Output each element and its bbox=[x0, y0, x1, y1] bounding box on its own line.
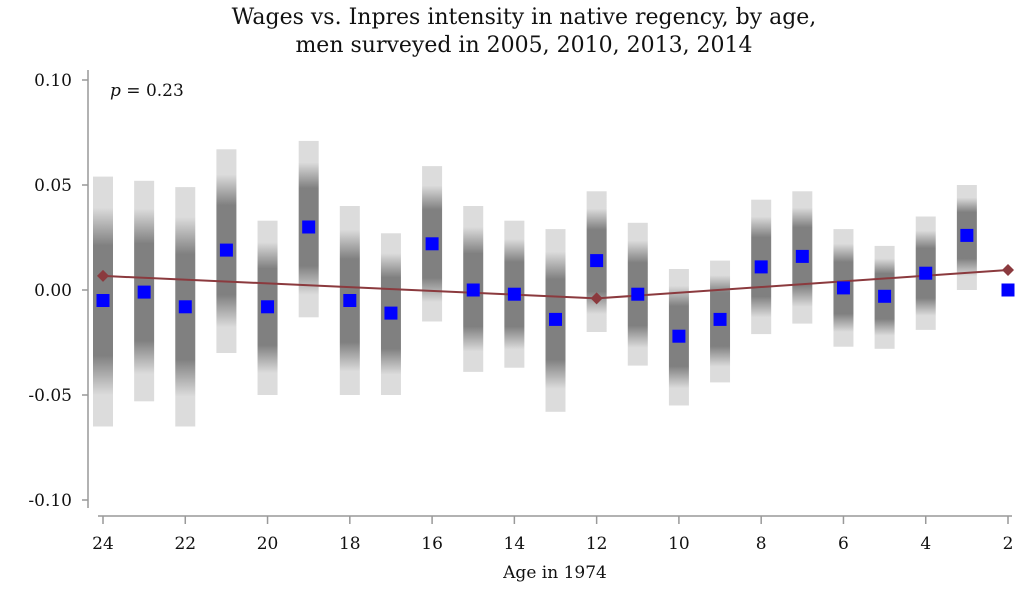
fit-knot-diamond bbox=[1002, 264, 1014, 277]
x-tick-label: 14 bbox=[504, 534, 526, 554]
estimate-point bbox=[549, 312, 562, 326]
estimate-point bbox=[713, 312, 727, 326]
p-value-annotation: p = 0.23 bbox=[110, 81, 184, 101]
x-tick-label: 2 bbox=[1003, 534, 1014, 554]
x-tick-label: 24 bbox=[92, 534, 114, 554]
x-axis-label: Age in 1974 bbox=[502, 563, 607, 583]
x-tick-label: 12 bbox=[586, 534, 608, 554]
x-tick-label: 18 bbox=[339, 534, 361, 554]
estimate-point bbox=[754, 260, 768, 274]
points bbox=[96, 220, 1015, 343]
estimate-point bbox=[631, 287, 645, 301]
x-tick-label: 20 bbox=[257, 534, 279, 554]
y-tick-label: 0.10 bbox=[34, 71, 72, 91]
estimate-point bbox=[672, 329, 686, 343]
fit-knot-diamond bbox=[97, 269, 109, 282]
y-tick-label: -0.10 bbox=[28, 491, 72, 511]
y-tick-label: 0.05 bbox=[34, 176, 72, 196]
fit-line-group bbox=[97, 264, 1014, 305]
estimate-point bbox=[836, 281, 850, 295]
estimate-point bbox=[178, 300, 192, 314]
estimate-point bbox=[425, 237, 439, 251]
estimate-point bbox=[384, 306, 398, 320]
estimate-point bbox=[343, 294, 357, 307]
estimate-point bbox=[219, 243, 233, 257]
x-tick-label: 10 bbox=[668, 534, 690, 554]
x-tick-label: 8 bbox=[756, 534, 767, 554]
estimate-point bbox=[590, 254, 604, 268]
estimate-point bbox=[919, 266, 933, 280]
estimate-point bbox=[261, 300, 275, 314]
estimate-point bbox=[795, 249, 809, 263]
estimate-point bbox=[878, 289, 892, 303]
estimate-point bbox=[960, 228, 974, 242]
chart-title-line-1: Wages vs. Inpres intensity in native reg… bbox=[232, 5, 817, 30]
fit-knot-diamond bbox=[590, 292, 603, 305]
y-tick-label: 0.00 bbox=[34, 281, 72, 301]
chart-title-line-2: men surveyed in 2005, 2010, 2013, 2014 bbox=[295, 33, 752, 58]
estimate-point bbox=[96, 294, 110, 307]
estimate-point bbox=[507, 287, 521, 301]
estimate-point bbox=[1001, 283, 1015, 297]
y-tick-label: -0.05 bbox=[28, 386, 72, 406]
estimate-point bbox=[137, 285, 151, 299]
x-tick-label: 6 bbox=[838, 534, 849, 554]
p-symbol: p bbox=[110, 81, 121, 101]
x-tick-label: 22 bbox=[174, 534, 196, 554]
x-tick-label: 16 bbox=[421, 534, 443, 554]
x-tick-label: 4 bbox=[920, 534, 931, 554]
p-value-text: = 0.23 bbox=[121, 81, 184, 101]
estimate-point bbox=[466, 283, 480, 297]
estimate-point bbox=[302, 220, 316, 234]
